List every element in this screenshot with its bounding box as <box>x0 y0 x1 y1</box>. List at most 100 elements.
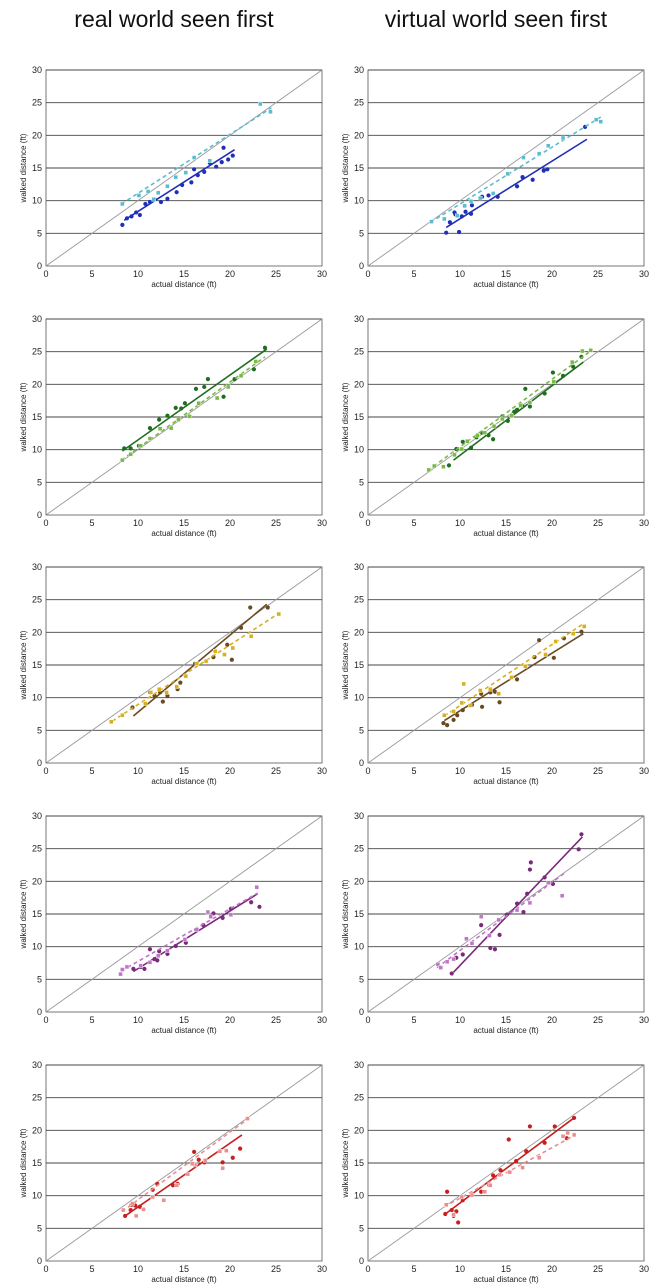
x-tick-label: 0 <box>365 1264 370 1274</box>
trend-line-1 <box>443 632 584 722</box>
y-tick-label: 20 <box>354 627 364 637</box>
trend-line-1 <box>123 1134 243 1218</box>
x-tick-label: 5 <box>89 1264 94 1274</box>
y-axis-label: walked distance (ft) <box>19 382 28 452</box>
data-point <box>580 348 585 354</box>
data-point <box>469 1192 475 1198</box>
y-tick-label: 30 <box>32 1060 42 1070</box>
data-point <box>157 690 163 695</box>
x-tick-label: 15 <box>501 1264 511 1274</box>
data-point <box>248 605 253 610</box>
data-point <box>442 713 447 718</box>
x-tick-label: 25 <box>593 766 603 776</box>
data-point <box>479 923 484 928</box>
data-point <box>156 953 161 959</box>
y-tick-label: 10 <box>32 196 42 206</box>
x-tick-label: 15 <box>179 1264 189 1274</box>
x-tick-label: 5 <box>89 518 94 528</box>
data-point <box>173 174 178 180</box>
data-point <box>521 155 526 160</box>
data-point <box>164 690 169 695</box>
y-tick-label: 15 <box>32 163 42 173</box>
data-point <box>456 1220 461 1225</box>
data-point <box>426 467 431 473</box>
data-point <box>249 900 254 905</box>
data-point <box>147 960 153 965</box>
identity-line <box>367 318 645 516</box>
y-tick-label: 5 <box>359 725 364 735</box>
x-tick-label: 20 <box>225 766 235 776</box>
data-point <box>432 463 437 469</box>
y-axis-label: walked distance (ft) <box>19 1128 28 1198</box>
data-point <box>142 966 147 971</box>
x-tick-label: 10 <box>455 1264 465 1274</box>
y-axis-label: walked distance (ft) <box>341 630 350 700</box>
data-point <box>478 195 483 201</box>
trend-line-2 <box>427 350 592 472</box>
data-point <box>160 699 165 704</box>
data-point <box>551 655 556 660</box>
x-tick-label: 20 <box>547 1264 557 1274</box>
y-tick-label: 0 <box>37 1007 42 1017</box>
trend-line-2 <box>121 107 272 205</box>
data-point <box>229 657 234 662</box>
y-axis-label: walked distance (ft) <box>341 133 350 203</box>
data-point <box>147 947 153 952</box>
data-point <box>245 1116 250 1121</box>
y-tick-label: 30 <box>354 811 364 821</box>
data-point <box>460 439 465 444</box>
y-tick-label: 20 <box>354 1125 364 1135</box>
data-point <box>202 169 207 175</box>
x-tick-label: 10 <box>455 518 465 528</box>
x-tick-label: 20 <box>547 269 557 279</box>
data-point <box>514 1158 519 1164</box>
data-point <box>536 151 542 156</box>
data-point <box>238 373 244 379</box>
x-tick-label: 30 <box>639 1264 649 1274</box>
data-point <box>459 214 464 219</box>
data-point <box>560 135 566 141</box>
data-point <box>560 1134 566 1139</box>
x-tick-label: 30 <box>317 1264 327 1274</box>
data-point <box>445 723 450 728</box>
data-point <box>509 675 514 680</box>
data-point <box>191 155 197 160</box>
y-tick-label: 20 <box>354 379 364 389</box>
data-point <box>506 1137 511 1142</box>
data-point <box>165 693 170 698</box>
x-tick-label: 5 <box>411 518 416 528</box>
data-point <box>571 364 576 369</box>
y-tick-label: 5 <box>37 974 42 984</box>
data-point <box>254 885 259 890</box>
y-tick-label: 10 <box>354 196 364 206</box>
data-point <box>496 917 501 923</box>
x-tick-label: 20 <box>547 766 557 776</box>
data-point <box>268 109 273 115</box>
y-axis-label: walked distance (ft) <box>19 879 28 949</box>
y-tick-label: 0 <box>37 261 42 271</box>
y-axis-label: walked distance (ft) <box>19 630 28 700</box>
y-tick-label: 5 <box>359 228 364 238</box>
y-tick-label: 15 <box>354 1158 364 1168</box>
y-tick-label: 10 <box>32 1191 42 1201</box>
x-tick-label: 15 <box>179 766 189 776</box>
data-point <box>491 437 496 442</box>
x-tick-label: 25 <box>271 1015 281 1025</box>
data-point <box>192 1149 197 1154</box>
data-point <box>109 719 114 725</box>
data-point <box>488 1183 493 1188</box>
data-point <box>136 193 142 198</box>
trend-line-2 <box>111 612 280 722</box>
x-tick-label: 15 <box>179 1015 189 1025</box>
x-tick-label: 0 <box>365 518 370 528</box>
scatter-panel-6: 0 5 10 15 20 25 30 0 5 10 15 20 25 30 actual distance … <box>341 562 649 786</box>
y-tick-label: 20 <box>32 1125 42 1135</box>
data-point <box>189 180 194 185</box>
y-tick-label: 25 <box>354 98 364 108</box>
y-tick-label: 30 <box>32 65 42 75</box>
data-point <box>147 199 153 205</box>
y-tick-label: 20 <box>32 379 42 389</box>
x-tick-label: 15 <box>501 518 511 528</box>
data-point <box>213 649 218 654</box>
data-point <box>173 405 178 410</box>
